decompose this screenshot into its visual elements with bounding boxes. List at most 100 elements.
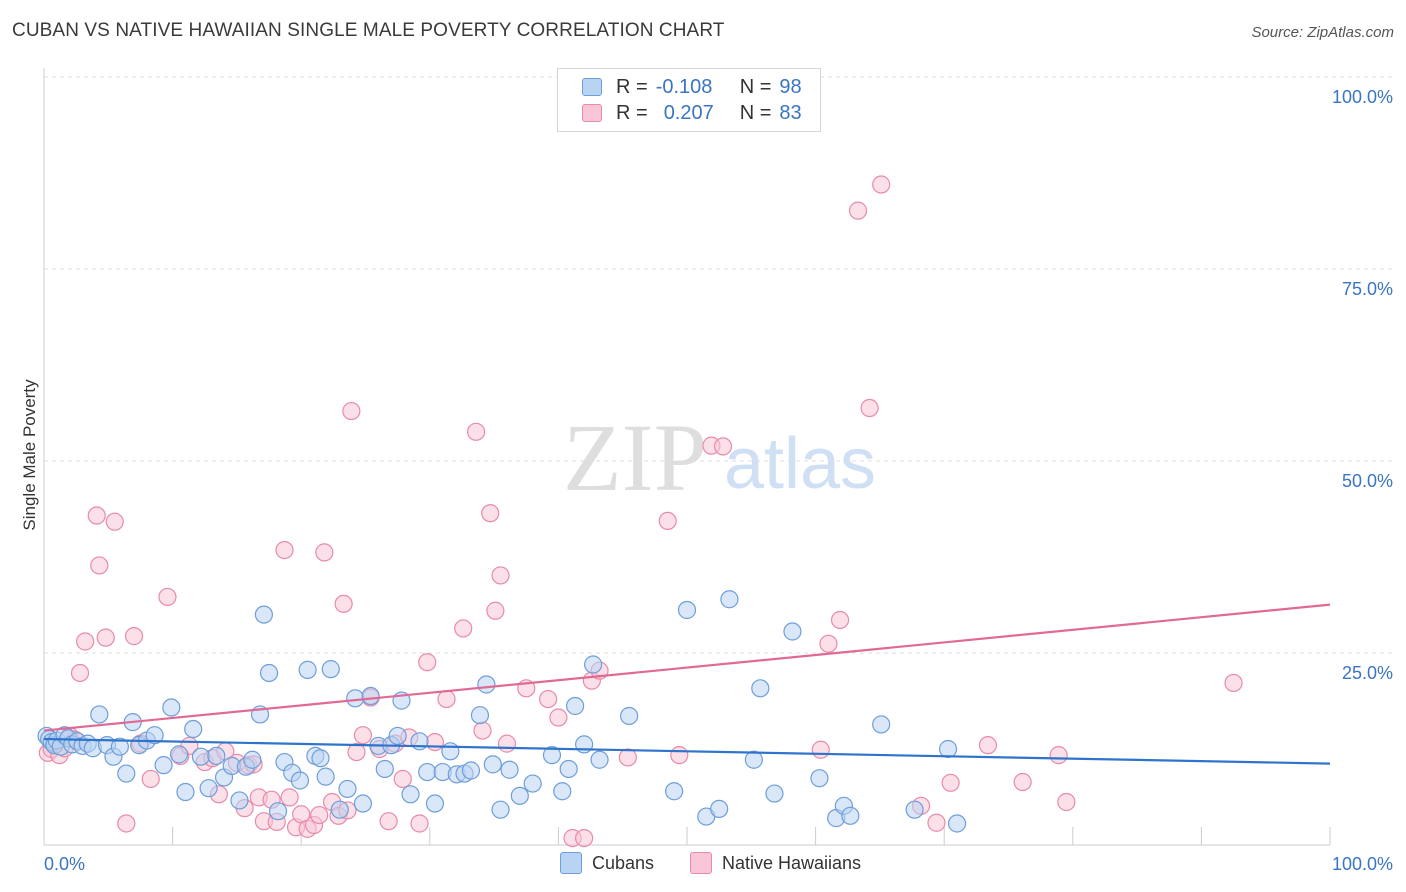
cuban-point (477, 675, 496, 694)
cubans-trend-line (43, 737, 1331, 765)
cuban-point (872, 715, 891, 734)
legend-r-value: -0.108 (655, 75, 713, 98)
hawaiian-point (353, 726, 373, 745)
legend-n-value: 83 (779, 101, 802, 124)
cuban-point (744, 750, 763, 769)
cuban-point (243, 750, 262, 769)
cuban-point (199, 779, 218, 798)
hawaiian-point (466, 422, 486, 441)
legend-swatch-cubans (582, 78, 602, 96)
hawaiian-point (486, 601, 505, 620)
watermark-zip: ZIP (563, 404, 707, 511)
cuban-point (353, 794, 373, 813)
legend-r-label: R = (616, 101, 648, 124)
hawaiian-point (539, 689, 558, 709)
hawaiian-point (315, 543, 334, 562)
cuban-point (783, 622, 802, 641)
legend-r-label: R = (616, 75, 648, 98)
cuban-point (388, 726, 407, 746)
hawaiian-point (497, 734, 517, 753)
hawaiian-point (549, 708, 568, 727)
cuban-point (254, 605, 274, 624)
hawaiian-point (848, 201, 868, 220)
cuban-point (268, 802, 288, 821)
x-tick-label: 0.0% (44, 854, 85, 874)
source-label: Source: ZipAtlas.com (1251, 24, 1394, 41)
x-tick-label: 100.0% (1332, 854, 1393, 874)
hawaiian-point (575, 828, 594, 848)
legend-swatch-hawaiians (582, 104, 602, 122)
cuban-point (590, 750, 609, 769)
cuban-point (559, 759, 578, 779)
hawaiian-point (491, 566, 510, 585)
cuban-point (710, 799, 729, 819)
y-tick-label: 100.0% (1332, 87, 1393, 107)
hawaiian-point (334, 594, 353, 613)
legend-n-label: N = (739, 75, 772, 98)
cuban-point (191, 747, 210, 766)
cuban-point (230, 791, 249, 810)
legend-n-value: 98 (779, 75, 802, 98)
hawaiian-point (811, 740, 830, 759)
cuban-point (117, 764, 136, 783)
cuban-point (298, 660, 317, 679)
cuban-point (338, 779, 357, 799)
hawaiian-point (158, 587, 177, 607)
y-tick-label: 25.0% (1342, 663, 1393, 683)
hawaiian-point (618, 748, 637, 767)
legend-swatch-cubans (560, 852, 582, 874)
legend-swatch-hawaiians (690, 852, 712, 874)
cuban-point (110, 737, 129, 756)
legend-n-label: N = (739, 101, 772, 124)
hawaiian-point (830, 610, 850, 630)
cuban-point (375, 759, 394, 779)
cuban-point (720, 590, 739, 609)
hawaiian-point (418, 653, 437, 672)
cuban-point (947, 814, 967, 833)
cuban-point (542, 746, 562, 765)
cuban-point (207, 746, 226, 766)
cuban-point (938, 739, 958, 759)
cuban-point (162, 698, 181, 717)
series-native-hawaiians (38, 175, 1243, 848)
hawaiian-point (927, 813, 946, 832)
cuban-point (259, 663, 279, 683)
cuban-point (290, 771, 310, 790)
cuban-point (184, 719, 203, 739)
hawaiian-point (1049, 746, 1068, 765)
hawaiian-point (96, 628, 115, 647)
hawaiian-point (393, 769, 412, 789)
cuban-point (154, 756, 173, 775)
legend-label-hawaiians: Native Hawaiians (722, 852, 862, 873)
hawaiian-point (76, 632, 95, 651)
cuban-point (523, 774, 542, 793)
cuban-point (566, 696, 585, 716)
hawaiian-point (105, 512, 124, 531)
watermark: ZIP atlas (563, 404, 876, 511)
hawaiian-point (70, 663, 90, 683)
cuban-point (584, 655, 603, 674)
hawaiian-point (347, 742, 366, 762)
hawaiian-point (872, 175, 891, 194)
cuban-point (905, 800, 924, 819)
legend-label-cubans: Cubans (592, 852, 655, 873)
cuban-point (321, 660, 340, 679)
hawaiian-point (819, 634, 838, 653)
watermark-atlas: atlas (724, 424, 876, 504)
hawaiian-point (425, 732, 445, 752)
cuban-point (810, 769, 829, 788)
hawaiian-point (1057, 792, 1076, 812)
cuban-point (461, 761, 481, 780)
chart-title: CUBAN VS NATIVE HAWAIIAN SINGLE MALE POV… (12, 20, 725, 41)
hawaiian-point (437, 689, 456, 709)
legend-row-cubans: R = -0.108 N = 98 (582, 75, 802, 99)
cuban-point (441, 742, 460, 761)
hawaiian-point (481, 504, 500, 523)
cuban-point (330, 800, 349, 819)
hawaiian-point (275, 540, 294, 560)
cuban-point (145, 726, 164, 745)
cuban-point (553, 782, 572, 801)
cuban-point (765, 784, 784, 803)
trend-lines (43, 603, 1331, 765)
cuban-point (311, 749, 330, 768)
